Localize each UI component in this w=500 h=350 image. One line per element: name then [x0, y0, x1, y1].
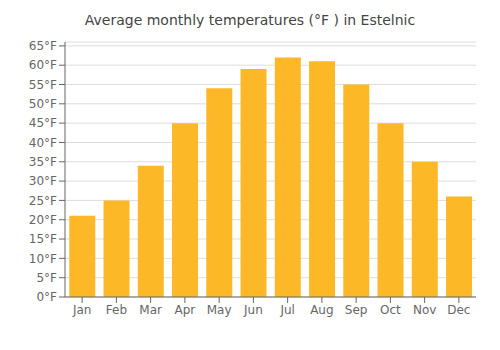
svg-text:10°F: 10°F: [29, 252, 57, 266]
svg-text:May: May: [207, 303, 232, 317]
svg-text:Aug: Aug: [310, 303, 333, 317]
svg-text:65°F: 65°F: [29, 39, 57, 53]
svg-text:45°F: 45°F: [29, 116, 57, 130]
svg-text:Jan: Jan: [72, 303, 92, 317]
svg-text:0°F: 0°F: [36, 290, 57, 304]
svg-text:Jul: Jul: [279, 303, 294, 317]
svg-text:Dec: Dec: [447, 303, 470, 317]
svg-text:Mar: Mar: [139, 303, 162, 317]
svg-text:Apr: Apr: [174, 303, 195, 317]
svg-text:Sep: Sep: [345, 303, 368, 317]
svg-text:Feb: Feb: [106, 303, 127, 317]
svg-text:40°F: 40°F: [29, 136, 57, 150]
svg-text:20°F: 20°F: [29, 213, 57, 227]
svg-text:30°F: 30°F: [29, 174, 57, 188]
svg-text:50°F: 50°F: [29, 97, 57, 111]
svg-text:Jun: Jun: [243, 303, 263, 317]
html-text:Average monthly temperatures (: Average monthly temperatures (°F ) in Es…: [84, 12, 416, 28]
svg-text:5°F: 5°F: [36, 271, 57, 285]
svg-text:35°F: 35°F: [29, 155, 57, 169]
svg-text:25°F: 25°F: [29, 194, 57, 208]
svg-text:Oct: Oct: [380, 303, 401, 317]
svg-text:15°F: 15°F: [29, 232, 57, 246]
svg-text:Nov: Nov: [413, 303, 436, 317]
svg-text:55°F: 55°F: [29, 78, 57, 92]
svg-text:60°F: 60°F: [29, 58, 57, 72]
